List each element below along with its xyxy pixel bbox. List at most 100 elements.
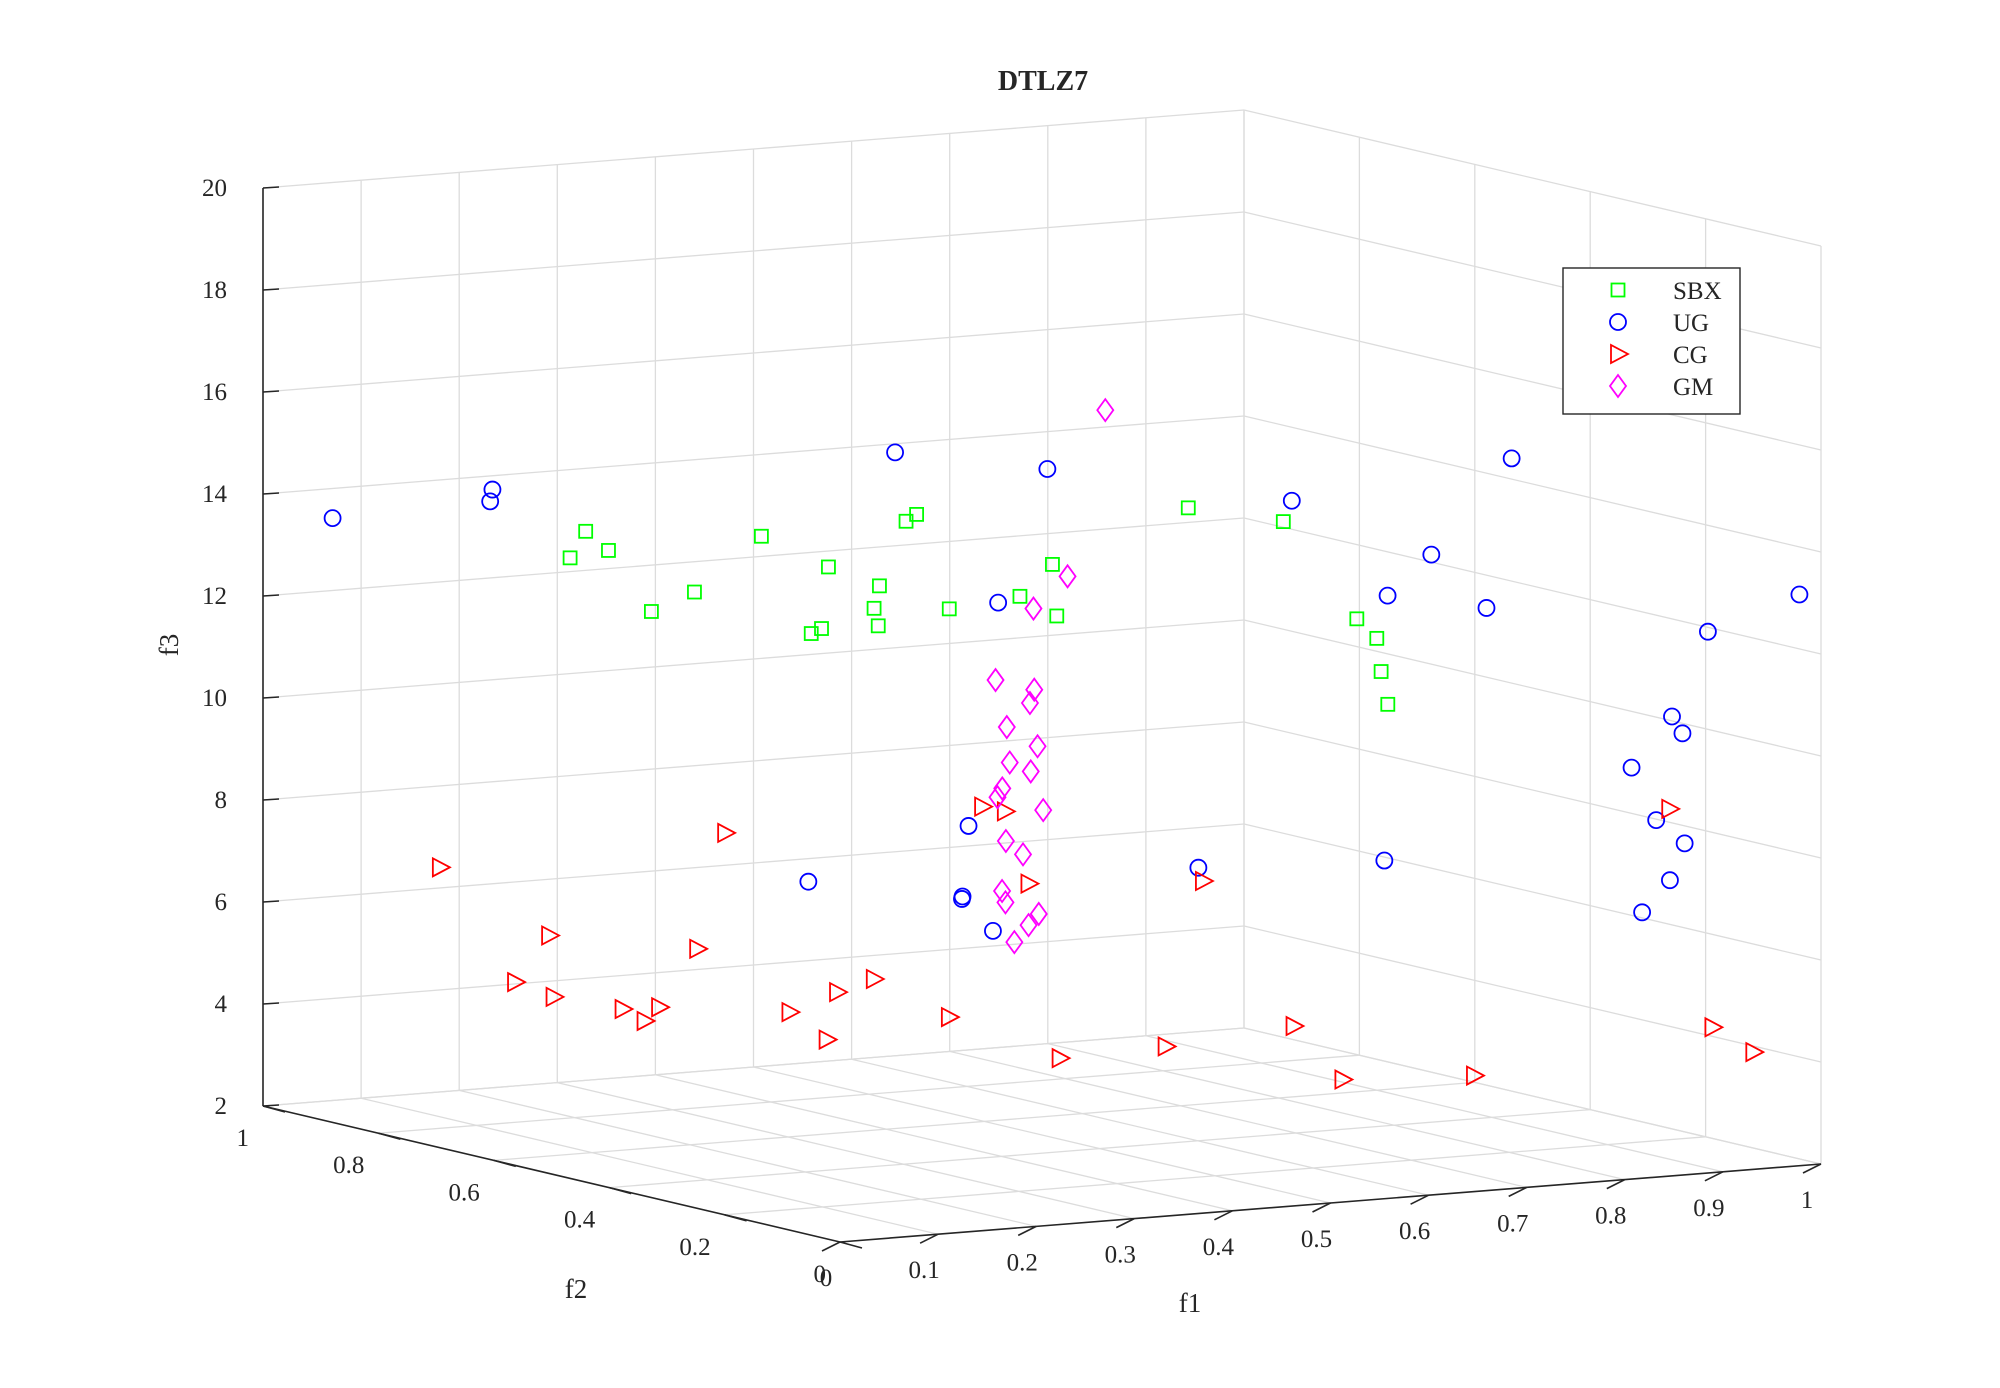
point-gm bbox=[996, 828, 1015, 854]
point-gm bbox=[993, 775, 1012, 801]
y-tick bbox=[378, 1132, 401, 1140]
point-ug bbox=[1375, 851, 1394, 870]
z-tick bbox=[262, 696, 280, 699]
point-sbx bbox=[1369, 630, 1385, 646]
point-ug bbox=[1675, 834, 1694, 853]
point-ug bbox=[1189, 858, 1208, 877]
point-cg bbox=[865, 968, 886, 990]
x-tick-label: 0.6 bbox=[1399, 1218, 1430, 1245]
legend-marker-cg bbox=[1610, 343, 1630, 365]
point-gm bbox=[1029, 901, 1048, 927]
point-gm bbox=[1028, 733, 1047, 759]
point-cg bbox=[781, 1001, 802, 1023]
point-cg bbox=[717, 822, 738, 844]
grid-line bbox=[655, 1074, 1233, 1212]
z-axis-label: f3 bbox=[154, 634, 184, 657]
grid-line bbox=[262, 823, 1245, 903]
grid-line bbox=[724, 1136, 1706, 1216]
point-cg bbox=[1466, 1065, 1486, 1087]
point-gm bbox=[1020, 690, 1040, 716]
z-tick bbox=[262, 798, 280, 801]
legend-marker-sbx bbox=[1610, 282, 1626, 298]
point-ug bbox=[481, 492, 500, 511]
x-tick bbox=[1115, 1217, 1135, 1229]
z-tick bbox=[262, 594, 280, 597]
z-tick bbox=[262, 900, 280, 903]
point-sbx bbox=[1373, 664, 1389, 679]
grid-line bbox=[262, 925, 1245, 1005]
point-sbx bbox=[753, 528, 769, 544]
grid-line bbox=[1243, 925, 1822, 1063]
point-gm bbox=[997, 714, 1016, 740]
point-cg bbox=[1157, 1035, 1178, 1057]
z-axis: 2 4 6 8 10 12 14 16 18 20 bbox=[202, 175, 280, 1120]
point-ug bbox=[483, 480, 502, 499]
point-ug bbox=[1647, 811, 1666, 830]
legend-marker-ug bbox=[1609, 313, 1627, 331]
point-sbx bbox=[601, 543, 616, 558]
grid-line bbox=[1243, 619, 1822, 757]
x-tick bbox=[1802, 1163, 1822, 1174]
x-tick bbox=[1312, 1202, 1331, 1213]
point-cg bbox=[996, 800, 1017, 822]
y-axis: 0 0.2 0.4 0.6 0.8 1 bbox=[237, 1105, 863, 1288]
legend-marker-gm bbox=[1608, 373, 1628, 399]
point-cg bbox=[541, 924, 562, 946]
point-ug bbox=[1422, 545, 1441, 564]
point-ug bbox=[984, 921, 1002, 940]
point-sbx bbox=[814, 621, 829, 636]
point-gm bbox=[1021, 758, 1040, 784]
y-tick bbox=[493, 1159, 517, 1168]
y-tick bbox=[724, 1214, 747, 1222]
y-tick-label: 0.6 bbox=[449, 1179, 480, 1206]
point-cg bbox=[1051, 1047, 1072, 1069]
point-cg bbox=[636, 1010, 657, 1032]
point-cg bbox=[1020, 873, 1041, 895]
point-gm bbox=[1025, 677, 1044, 703]
grid-line bbox=[360, 1097, 939, 1235]
grid-line bbox=[378, 1054, 1360, 1134]
point-ug bbox=[1633, 903, 1652, 922]
x-tick-label: 1 bbox=[1801, 1187, 1814, 1214]
point-ug bbox=[1282, 491, 1301, 510]
grid-line bbox=[262, 619, 1245, 699]
x-tick-label: 0.2 bbox=[1007, 1249, 1038, 1276]
x-tick-label: 0.3 bbox=[1105, 1242, 1136, 1269]
point-ug bbox=[1673, 724, 1692, 743]
point-ug bbox=[1663, 707, 1681, 726]
legend-label-cg: CG bbox=[1673, 342, 1708, 369]
x-tick-label: 0.9 bbox=[1693, 1195, 1724, 1222]
point-ug bbox=[886, 443, 904, 462]
point-sbx bbox=[1180, 500, 1196, 516]
series-cg bbox=[431, 796, 1766, 1091]
grid-line bbox=[1243, 109, 1822, 247]
x-tick bbox=[1017, 1225, 1037, 1237]
data-points bbox=[323, 397, 1809, 1091]
y-tick-label: 0.8 bbox=[333, 1152, 364, 1179]
point-gm bbox=[986, 667, 1005, 693]
grid-line bbox=[1145, 1035, 1724, 1173]
legend-label-gm: GM bbox=[1673, 374, 1713, 401]
z-tick bbox=[262, 492, 280, 495]
point-sbx bbox=[644, 604, 659, 619]
x-tick bbox=[1508, 1186, 1528, 1198]
point-cg bbox=[1285, 1015, 1306, 1037]
point-cg bbox=[818, 1029, 839, 1051]
point-gm bbox=[1058, 563, 1077, 589]
point-gm bbox=[996, 889, 1015, 915]
grid-line bbox=[1047, 1042, 1625, 1181]
grid-line bbox=[459, 1089, 1037, 1228]
z-tick-label: 4 bbox=[215, 991, 228, 1018]
point-ug bbox=[959, 817, 978, 835]
y-tick-label: 0.2 bbox=[679, 1234, 710, 1261]
point-sbx bbox=[1049, 608, 1065, 624]
point-ug bbox=[1622, 758, 1641, 777]
point-cg bbox=[689, 938, 710, 960]
point-cg bbox=[1661, 798, 1682, 820]
legend-label-sbx: SBX bbox=[1673, 278, 1722, 305]
z-tick-label: 12 bbox=[202, 583, 227, 610]
point-sbx bbox=[898, 513, 914, 529]
grid-line bbox=[262, 517, 1245, 597]
point-sbx bbox=[941, 601, 957, 617]
point-ug bbox=[799, 872, 818, 891]
